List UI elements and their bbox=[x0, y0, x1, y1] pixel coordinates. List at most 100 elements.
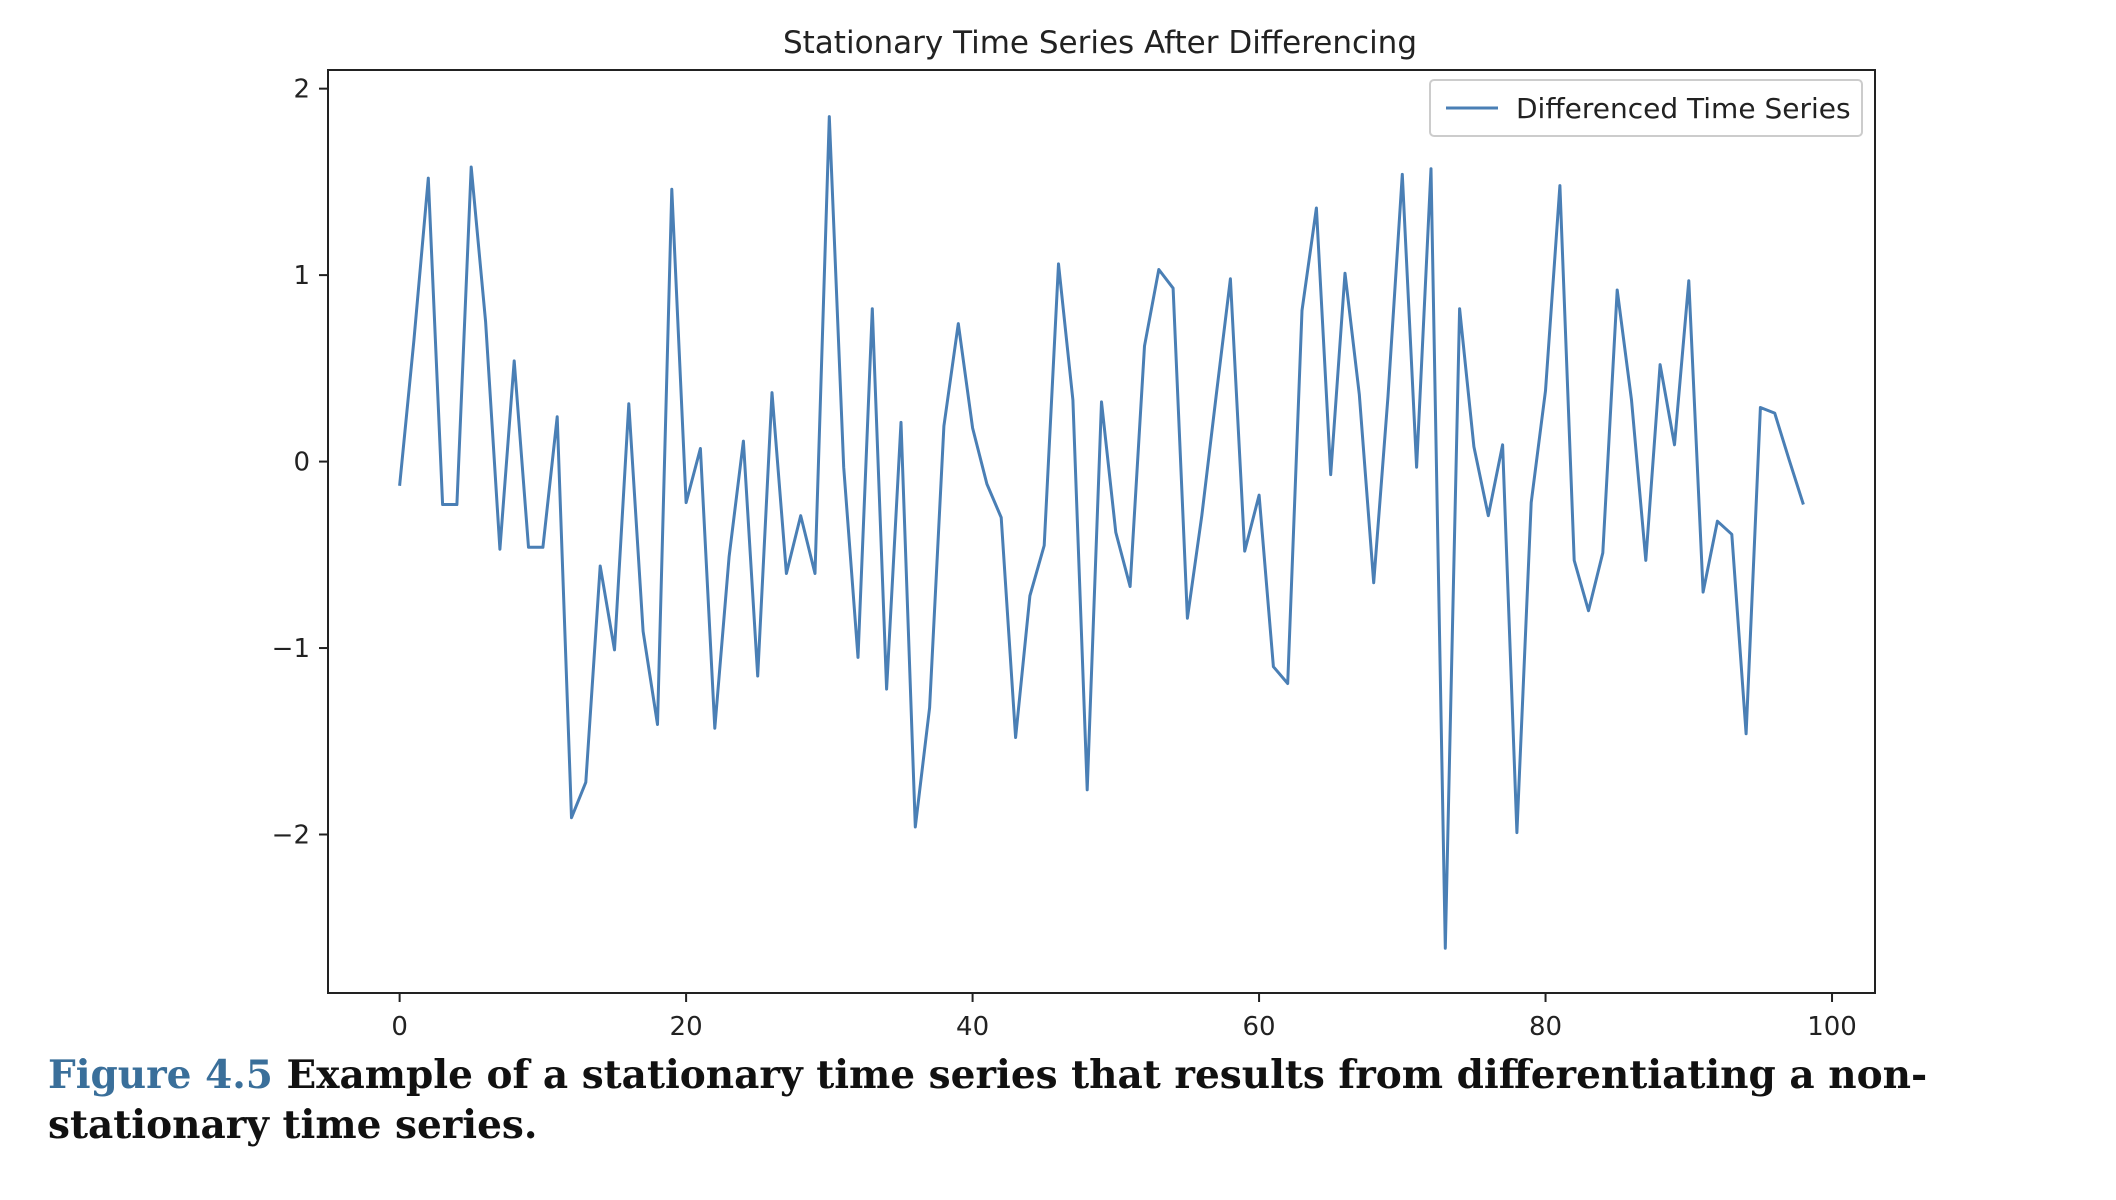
data-point bbox=[984, 482, 989, 487]
data-point bbox=[813, 571, 818, 576]
data-point bbox=[827, 114, 832, 119]
caption-text: Example of a stationary time series that… bbox=[48, 1052, 1928, 1148]
data-point bbox=[1027, 593, 1032, 598]
data-point bbox=[999, 515, 1004, 520]
data-point bbox=[569, 815, 574, 820]
legend-box bbox=[1429, 79, 1863, 137]
data-point bbox=[1729, 532, 1734, 537]
y-tick-label: −1 bbox=[272, 634, 310, 664]
data-point bbox=[1085, 787, 1090, 792]
data-point bbox=[1572, 558, 1577, 563]
data-point bbox=[1715, 519, 1720, 524]
data-point bbox=[712, 726, 717, 731]
data-point bbox=[1701, 590, 1706, 595]
data-point bbox=[497, 547, 502, 552]
data-point bbox=[1343, 271, 1348, 276]
data-point bbox=[612, 647, 617, 652]
series-layer bbox=[397, 114, 1806, 951]
data-point bbox=[899, 420, 904, 425]
data-point bbox=[1658, 362, 1663, 367]
data-point bbox=[440, 502, 445, 507]
data-point bbox=[1400, 172, 1405, 177]
x-tick-label: 60 bbox=[1243, 1012, 1276, 1040]
data-point bbox=[1142, 344, 1147, 349]
data-point bbox=[841, 465, 846, 470]
data-point bbox=[770, 390, 775, 395]
data-point bbox=[1371, 580, 1376, 585]
data-point bbox=[1514, 830, 1519, 835]
data-point bbox=[1557, 183, 1562, 188]
data-point bbox=[784, 571, 789, 576]
data-point bbox=[1171, 286, 1176, 291]
figure-number: Figure 4.5 bbox=[48, 1052, 273, 1098]
data-point bbox=[655, 722, 660, 727]
data-point bbox=[1214, 394, 1219, 399]
data-point bbox=[1457, 306, 1462, 311]
data-point bbox=[1500, 442, 1505, 447]
data-point bbox=[970, 426, 975, 431]
data-point bbox=[1357, 392, 1362, 397]
data-point bbox=[1787, 457, 1792, 462]
data-point bbox=[1486, 513, 1491, 518]
y-axis: 2 1 0 −1 −2 bbox=[272, 75, 328, 851]
data-point bbox=[1744, 731, 1749, 736]
data-point bbox=[698, 446, 703, 451]
data-point bbox=[684, 500, 689, 505]
y-tick-label: 0 bbox=[293, 448, 310, 478]
data-point bbox=[1185, 616, 1190, 621]
data-point bbox=[1199, 513, 1204, 518]
data-point bbox=[555, 414, 560, 419]
data-point bbox=[927, 705, 932, 710]
data-point bbox=[1443, 946, 1448, 951]
data-point bbox=[1801, 502, 1806, 507]
x-tick-label: 100 bbox=[1807, 1012, 1857, 1040]
data-point bbox=[1615, 288, 1620, 293]
data-point bbox=[469, 165, 474, 170]
y-tick-label: 1 bbox=[293, 261, 310, 291]
data-point bbox=[1056, 261, 1061, 266]
y-tick-label: −2 bbox=[272, 821, 310, 851]
data-point bbox=[1414, 465, 1419, 470]
data-point bbox=[1228, 276, 1233, 281]
x-tick-label: 80 bbox=[1529, 1012, 1562, 1040]
data-point bbox=[1300, 308, 1305, 313]
series-line bbox=[398, 115, 1805, 950]
data-point bbox=[598, 564, 603, 569]
x-axis: 0 20 40 60 80 100 bbox=[391, 993, 1857, 1040]
chart-title: Stationary Time Series After Differencin… bbox=[783, 25, 1417, 61]
data-point bbox=[426, 176, 431, 181]
data-point bbox=[1758, 405, 1763, 410]
data-point bbox=[669, 187, 674, 192]
data-point bbox=[1042, 543, 1047, 548]
data-point bbox=[1242, 549, 1247, 554]
data-point bbox=[397, 483, 402, 488]
figure-caption: Figure 4.5 Example of a stationary time … bbox=[48, 1050, 2088, 1150]
data-point bbox=[1529, 500, 1534, 505]
line-chart: Stationary Time Series After Differencin… bbox=[272, 25, 1876, 1040]
data-point bbox=[1629, 398, 1634, 403]
data-point bbox=[583, 780, 588, 785]
data-point bbox=[1128, 584, 1133, 589]
data-point bbox=[1328, 472, 1333, 477]
data-point bbox=[1471, 444, 1476, 449]
data-point bbox=[1070, 398, 1075, 403]
legend-label: Differenced Time Series bbox=[1516, 92, 1851, 125]
data-point bbox=[741, 439, 746, 444]
data-point bbox=[540, 545, 545, 550]
data-point bbox=[1429, 166, 1434, 171]
data-point bbox=[1285, 681, 1290, 686]
data-point bbox=[1386, 394, 1391, 399]
data-point bbox=[727, 554, 732, 559]
x-tick-label: 40 bbox=[956, 1012, 989, 1040]
data-point bbox=[913, 825, 918, 830]
data-point bbox=[512, 358, 517, 363]
data-point bbox=[1156, 267, 1161, 272]
data-point bbox=[483, 319, 488, 324]
data-point bbox=[1600, 550, 1605, 555]
y-tick-label: 2 bbox=[293, 75, 310, 105]
data-point bbox=[956, 321, 961, 326]
data-point bbox=[1113, 530, 1118, 535]
data-point bbox=[1586, 608, 1591, 613]
data-point bbox=[856, 655, 861, 660]
data-point bbox=[1314, 206, 1319, 211]
